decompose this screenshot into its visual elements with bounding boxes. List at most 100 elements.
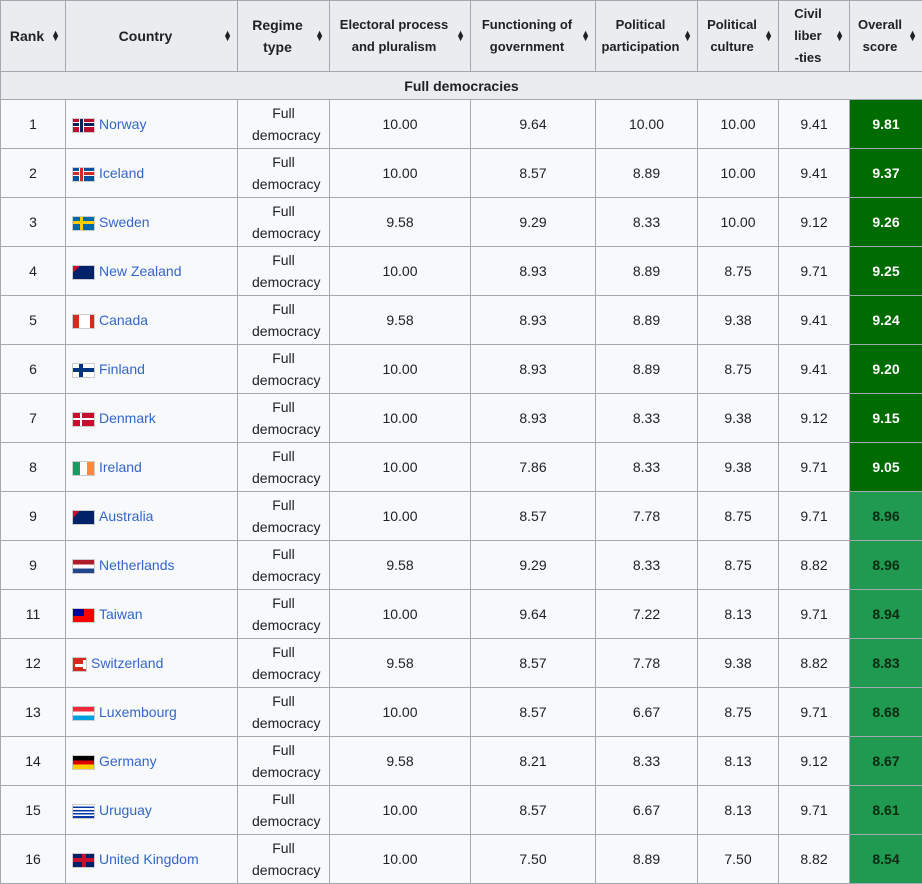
header-label: Country bbox=[119, 28, 173, 44]
header-label: Political participation bbox=[601, 17, 679, 54]
sort-icon[interactable]: ▲▼ bbox=[456, 31, 465, 41]
rank-cell: 1 bbox=[1, 100, 66, 149]
functioning-cell: 8.57 bbox=[471, 688, 596, 737]
country-link[interactable]: Taiwan bbox=[99, 606, 143, 622]
sort-icon[interactable]: ▲▼ bbox=[581, 31, 590, 41]
liberties-cell: 8.82 bbox=[779, 639, 850, 688]
rank-cell: 9 bbox=[1, 541, 66, 590]
regime-cell: Full democracy bbox=[238, 786, 330, 835]
electoral-cell: 9.58 bbox=[330, 541, 471, 590]
culture-cell: 8.75 bbox=[698, 688, 779, 737]
header-functioning-of-government[interactable]: Functioning of government ▲▼ bbox=[471, 1, 596, 72]
overall-score-cell: 8.68 bbox=[850, 688, 922, 737]
participation-cell: 8.33 bbox=[596, 443, 698, 492]
electoral-cell: 10.00 bbox=[330, 786, 471, 835]
country-link[interactable]: Ireland bbox=[99, 459, 142, 475]
electoral-cell: 9.58 bbox=[330, 639, 471, 688]
overall-score-cell: 8.67 bbox=[850, 737, 922, 786]
overall-score-cell: 8.96 bbox=[850, 541, 922, 590]
country-cell: Switzerland bbox=[66, 639, 238, 688]
country-link[interactable]: Germany bbox=[99, 753, 157, 769]
electoral-cell: 10.00 bbox=[330, 492, 471, 541]
country-link[interactable]: Denmark bbox=[99, 410, 156, 426]
country-link[interactable]: Australia bbox=[99, 508, 153, 524]
header-country[interactable]: Country ▲▼ bbox=[66, 1, 238, 72]
electoral-cell: 10.00 bbox=[330, 443, 471, 492]
country-link[interactable]: United Kingdom bbox=[99, 851, 199, 867]
culture-cell: 9.38 bbox=[698, 639, 779, 688]
electoral-cell: 10.00 bbox=[330, 149, 471, 198]
country-cell: Canada bbox=[66, 296, 238, 345]
electoral-cell: 10.00 bbox=[330, 345, 471, 394]
regime-cell: Full democracy bbox=[238, 443, 330, 492]
liberties-cell: 9.71 bbox=[779, 443, 850, 492]
country-link[interactable]: Uruguay bbox=[99, 802, 152, 818]
rank-cell: 16 bbox=[1, 835, 66, 884]
regime-cell: Full democracy bbox=[238, 296, 330, 345]
country-link[interactable]: Netherlands bbox=[99, 557, 175, 573]
electoral-cell: 9.58 bbox=[330, 737, 471, 786]
rank-cell: 12 bbox=[1, 639, 66, 688]
flag-norway-icon bbox=[72, 118, 95, 133]
flag-taiwan-icon bbox=[72, 608, 95, 623]
country-link[interactable]: Norway bbox=[99, 116, 146, 132]
liberties-cell: 9.41 bbox=[779, 100, 850, 149]
country-link[interactable]: Luxembourg bbox=[99, 704, 177, 720]
country-link[interactable]: Finland bbox=[99, 361, 145, 377]
regime-cell: Full democracy bbox=[238, 492, 330, 541]
sort-icon[interactable]: ▲▼ bbox=[835, 31, 844, 41]
sort-icon[interactable]: ▲▼ bbox=[51, 31, 60, 41]
header-regime-type[interactable]: Regime type▲▼ bbox=[238, 1, 330, 72]
participation-cell: 8.89 bbox=[596, 835, 698, 884]
sort-icon[interactable]: ▲▼ bbox=[315, 31, 324, 41]
country-cell: Luxembourg bbox=[66, 688, 238, 737]
header-rank[interactable]: Rank▲▼ bbox=[1, 1, 66, 72]
flag-luxembourg-icon bbox=[72, 706, 95, 721]
participation-cell: 6.67 bbox=[596, 688, 698, 737]
flag-uruguay-icon bbox=[72, 804, 95, 819]
country-link[interactable]: Sweden bbox=[99, 214, 150, 230]
culture-cell: 8.75 bbox=[698, 541, 779, 590]
culture-cell: 9.38 bbox=[698, 443, 779, 492]
header-political-participation[interactable]: Political participation ▲▼ bbox=[596, 1, 698, 72]
header-overall-score[interactable]: Overall score▲▼ bbox=[850, 1, 922, 72]
liberties-cell: 8.82 bbox=[779, 835, 850, 884]
flag-canada-icon bbox=[72, 314, 95, 329]
country-cell: Ireland bbox=[66, 443, 238, 492]
participation-cell: 7.78 bbox=[596, 492, 698, 541]
functioning-cell: 9.29 bbox=[471, 198, 596, 247]
header-electoral-process[interactable]: Electoral process and pluralism▲▼ bbox=[330, 1, 471, 72]
header-label: Functioning of government bbox=[482, 17, 572, 54]
sort-icon[interactable]: ▲▼ bbox=[223, 31, 232, 41]
regime-cell: Full democracy bbox=[238, 835, 330, 884]
flag-finland-icon bbox=[72, 363, 95, 378]
participation-cell: 8.33 bbox=[596, 737, 698, 786]
overall-score-cell: 8.94 bbox=[850, 590, 922, 639]
functioning-cell: 8.93 bbox=[471, 247, 596, 296]
overall-score-cell: 9.20 bbox=[850, 345, 922, 394]
header-political-culture[interactable]: Political culture▲▼ bbox=[698, 1, 779, 72]
functioning-cell: 8.93 bbox=[471, 345, 596, 394]
culture-cell: 9.38 bbox=[698, 394, 779, 443]
country-link[interactable]: Switzerland bbox=[91, 655, 163, 671]
rank-cell: 5 bbox=[1, 296, 66, 345]
country-link[interactable]: Iceland bbox=[99, 165, 144, 181]
electoral-cell: 10.00 bbox=[330, 835, 471, 884]
header-civil-liberties[interactable]: Civil liber-ties▲▼ bbox=[779, 1, 850, 72]
electoral-cell: 9.58 bbox=[330, 198, 471, 247]
sort-icon[interactable]: ▲▼ bbox=[683, 31, 692, 41]
sort-icon[interactable]: ▲▼ bbox=[908, 31, 917, 41]
rank-cell: 2 bbox=[1, 149, 66, 198]
rank-cell: 15 bbox=[1, 786, 66, 835]
country-cell: Netherlands bbox=[66, 541, 238, 590]
country-link[interactable]: New Zealand bbox=[99, 263, 182, 279]
sort-icon[interactable]: ▲▼ bbox=[764, 31, 773, 41]
country-link[interactable]: Canada bbox=[99, 312, 148, 328]
electoral-cell: 10.00 bbox=[330, 394, 471, 443]
overall-score-cell: 8.54 bbox=[850, 835, 922, 884]
